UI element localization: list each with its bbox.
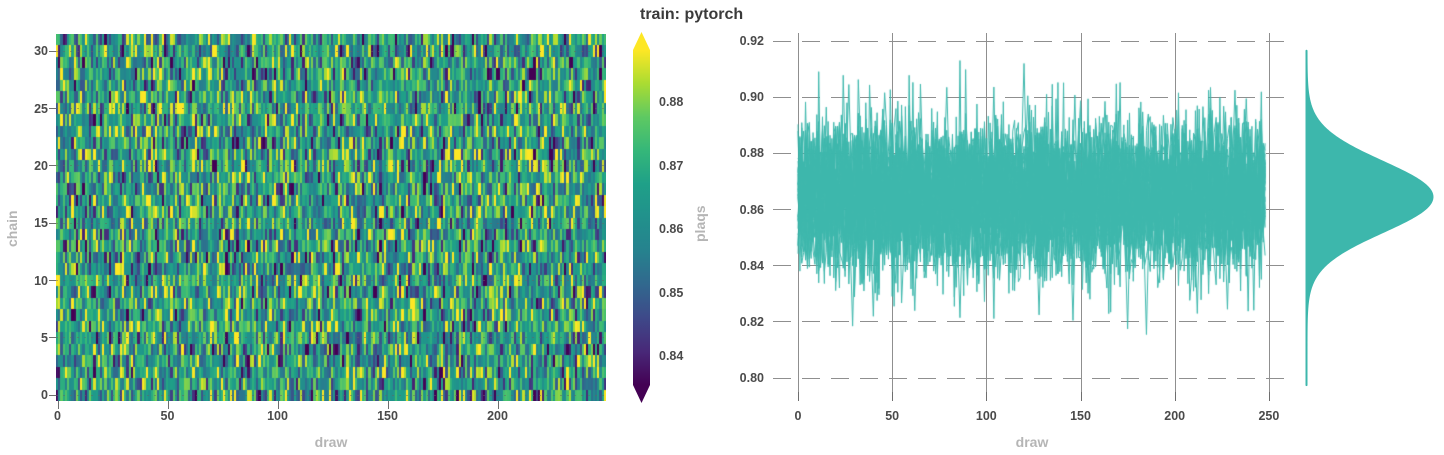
heatmap-x-tick-label: 150: [377, 409, 398, 423]
heatmap-y-tick-label: 20: [34, 158, 48, 173]
heatmap-x-tick-mark: [497, 401, 499, 409]
heatmap-x-tick-mark: [277, 401, 279, 409]
trace-y-tick-label: 0.80: [739, 371, 764, 386]
colorbar-tick-label: 0.84: [659, 349, 684, 363]
trace-plot-area: [773, 33, 1292, 392]
heatmap-plot-area: [56, 34, 606, 401]
trace-xaxis-label: draw: [1015, 434, 1049, 450]
heatmap-horizontal-gridline: [56, 165, 606, 167]
heatmap-y-tick-mark: [49, 108, 56, 110]
colorbar-tick-label: 0.85: [659, 285, 684, 300]
heatmap-y-tick-label: 30: [34, 44, 48, 59]
trace-x-tick-label: 0: [794, 409, 802, 423]
heatmap-xaxis-label: draw: [314, 434, 348, 450]
heatmap-horizontal-gridline: [56, 50, 606, 52]
trace-x-tick-mark: [1268, 392, 1270, 401]
heatmap-y-tick-mark: [49, 337, 56, 339]
trace-x-tick-label: 150: [1070, 409, 1091, 423]
trace-yaxis-label: plaqs: [692, 205, 708, 242]
trace-x-tick-mark: [798, 392, 799, 401]
heatmap-horizontal-gridline: [56, 337, 606, 339]
trace-x-tick-label: 200: [1164, 409, 1186, 423]
trace-y-tick-label: 0.92: [739, 34, 764, 48]
heatmap-y-tick-label: 10: [34, 273, 48, 288]
trace-x-tick-mark: [1080, 392, 1082, 401]
colorbar-tick-label: 0.88: [659, 95, 684, 109]
heatmap-x-tick-label: 100: [267, 409, 288, 423]
heatmap-y-tick-mark: [49, 165, 56, 167]
trace-x-tick-label: 250: [1258, 409, 1280, 423]
heatmap-horizontal-gridline: [56, 394, 606, 396]
trace-x-tick-mark: [1174, 392, 1176, 401]
heatmap-horizontal-gridline: [56, 222, 606, 224]
heatmap-x-tick-mark: [57, 401, 59, 409]
heatmap-y-tick-mark: [49, 280, 56, 282]
kde-density-shape: [1305, 49, 1434, 387]
trace-y-tick-label: 0.88: [739, 146, 764, 161]
trace-y-tick-label: 0.84: [739, 258, 764, 273]
heatmap-y-tick-label: 15: [34, 216, 48, 231]
heatmap-x-tick-label: 0: [54, 409, 61, 423]
trace-y-tick-label: 0.90: [739, 90, 764, 105]
heatmap-x-tick-mark: [167, 401, 169, 409]
heatmap-x-tick-label: 200: [487, 409, 508, 423]
heatmap-yaxis-label: chain: [4, 210, 20, 247]
heatmap-y-tick-label: 25: [34, 101, 48, 116]
colorbar-tick-label: 0.86: [659, 222, 684, 236]
heatmap-x-tick-mark: [387, 401, 389, 409]
trace-x-tick-mark: [892, 392, 894, 401]
trace-x-tick-mark: [986, 392, 988, 401]
colorbar-extend-min-arrow: [633, 385, 650, 403]
heatmap-horizontal-gridline: [56, 108, 606, 110]
trace-x-tick-label: 50: [885, 409, 900, 423]
heatmap-y-tick-label: 0: [41, 388, 48, 403]
figure-title: train: pytorch: [640, 6, 744, 23]
heatmap-horizontal-gridline: [56, 280, 606, 282]
heatmap-y-tick-mark: [49, 50, 56, 52]
heatmap-y-tick-label: 5: [41, 330, 48, 345]
heatmap-y-tick-mark: [49, 222, 56, 224]
trace-x-tick-label: 100: [975, 409, 997, 423]
colorbar-tick-label: 0.87: [659, 158, 684, 173]
heatmap-y-tick-mark: [49, 394, 56, 396]
trace-y-tick-label: 0.86: [739, 202, 764, 217]
colorbar-gradient: [633, 50, 650, 385]
kde-density-path: [1305, 49, 1434, 387]
heatmap-x-tick-label: 50: [160, 409, 175, 423]
trace-y-tick-label: 0.82: [739, 314, 764, 329]
colorbar-extend-max-arrow: [633, 32, 650, 50]
